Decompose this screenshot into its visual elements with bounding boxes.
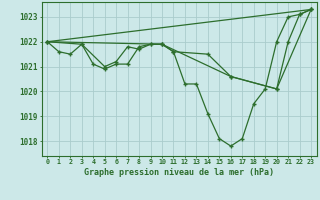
X-axis label: Graphe pression niveau de la mer (hPa): Graphe pression niveau de la mer (hPa)	[84, 168, 274, 177]
